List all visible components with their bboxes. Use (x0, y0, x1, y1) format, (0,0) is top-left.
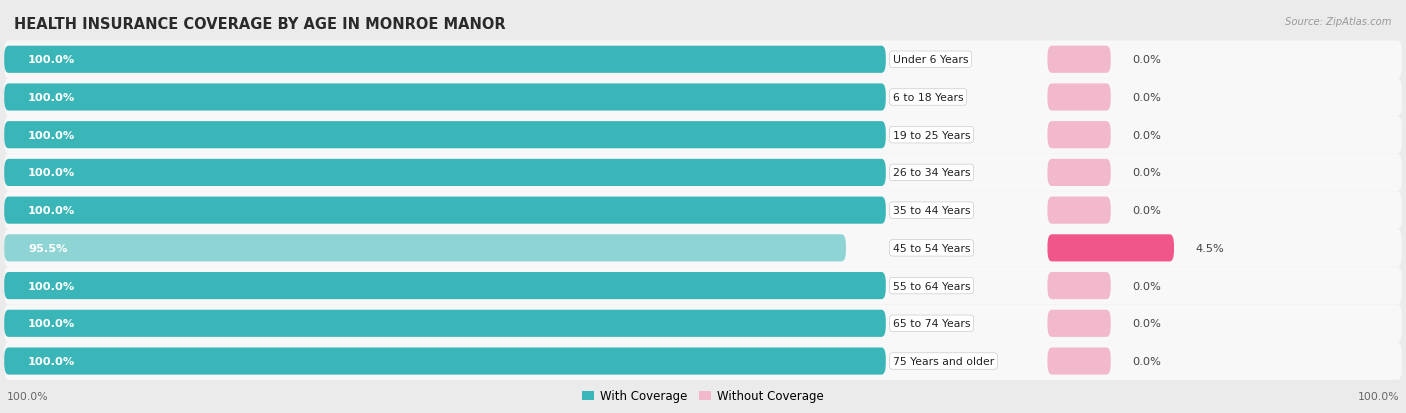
Text: 35 to 44 Years: 35 to 44 Years (893, 206, 970, 216)
FancyBboxPatch shape (4, 310, 886, 337)
FancyBboxPatch shape (4, 192, 1402, 230)
Text: HEALTH INSURANCE COVERAGE BY AGE IN MONROE MANOR: HEALTH INSURANCE COVERAGE BY AGE IN MONR… (14, 17, 506, 31)
Text: 100.0%: 100.0% (28, 55, 76, 65)
Text: 45 to 54 Years: 45 to 54 Years (893, 243, 970, 253)
Text: 100.0%: 100.0% (28, 168, 76, 178)
FancyBboxPatch shape (1047, 348, 1111, 375)
Text: 19 to 25 Years: 19 to 25 Years (893, 131, 970, 140)
Text: 75 Years and older: 75 Years and older (893, 356, 994, 366)
Text: 100.0%: 100.0% (28, 131, 76, 140)
FancyBboxPatch shape (4, 342, 1402, 380)
FancyBboxPatch shape (4, 122, 886, 149)
Text: Source: ZipAtlas.com: Source: ZipAtlas.com (1285, 17, 1392, 26)
FancyBboxPatch shape (4, 305, 1402, 342)
Text: 100.0%: 100.0% (28, 93, 76, 103)
Text: 100.0%: 100.0% (1357, 392, 1399, 401)
FancyBboxPatch shape (4, 267, 1402, 305)
FancyBboxPatch shape (4, 159, 886, 187)
Text: 100.0%: 100.0% (7, 392, 49, 401)
Text: 0.0%: 0.0% (1132, 318, 1161, 328)
Text: 100.0%: 100.0% (28, 206, 76, 216)
Text: 6 to 18 Years: 6 to 18 Years (893, 93, 963, 103)
Text: 100.0%: 100.0% (28, 356, 76, 366)
Text: 0.0%: 0.0% (1132, 131, 1161, 140)
Text: Under 6 Years: Under 6 Years (893, 55, 969, 65)
Text: 0.0%: 0.0% (1132, 356, 1161, 366)
FancyBboxPatch shape (1047, 235, 1174, 262)
FancyBboxPatch shape (4, 235, 846, 262)
Text: 100.0%: 100.0% (28, 318, 76, 328)
FancyBboxPatch shape (4, 79, 1402, 116)
FancyBboxPatch shape (4, 47, 886, 74)
FancyBboxPatch shape (1047, 122, 1111, 149)
Text: 4.5%: 4.5% (1195, 243, 1223, 253)
FancyBboxPatch shape (4, 154, 1402, 192)
Text: 55 to 64 Years: 55 to 64 Years (893, 281, 970, 291)
FancyBboxPatch shape (1047, 197, 1111, 224)
Text: 0.0%: 0.0% (1132, 55, 1161, 65)
FancyBboxPatch shape (4, 348, 886, 375)
FancyBboxPatch shape (4, 41, 1402, 79)
Text: 0.0%: 0.0% (1132, 168, 1161, 178)
Text: 65 to 74 Years: 65 to 74 Years (893, 318, 970, 328)
Text: 100.0%: 100.0% (28, 281, 76, 291)
FancyBboxPatch shape (4, 272, 886, 299)
Legend: With Coverage, Without Coverage: With Coverage, Without Coverage (578, 385, 828, 407)
FancyBboxPatch shape (1047, 47, 1111, 74)
Text: 0.0%: 0.0% (1132, 281, 1161, 291)
FancyBboxPatch shape (1047, 310, 1111, 337)
Text: 95.5%: 95.5% (28, 243, 67, 253)
Text: 0.0%: 0.0% (1132, 93, 1161, 103)
FancyBboxPatch shape (1047, 84, 1111, 111)
FancyBboxPatch shape (4, 116, 1402, 154)
Text: 26 to 34 Years: 26 to 34 Years (893, 168, 970, 178)
FancyBboxPatch shape (1047, 159, 1111, 187)
Text: 0.0%: 0.0% (1132, 206, 1161, 216)
FancyBboxPatch shape (4, 84, 886, 111)
FancyBboxPatch shape (4, 197, 886, 224)
FancyBboxPatch shape (4, 230, 1402, 267)
FancyBboxPatch shape (1047, 272, 1111, 299)
